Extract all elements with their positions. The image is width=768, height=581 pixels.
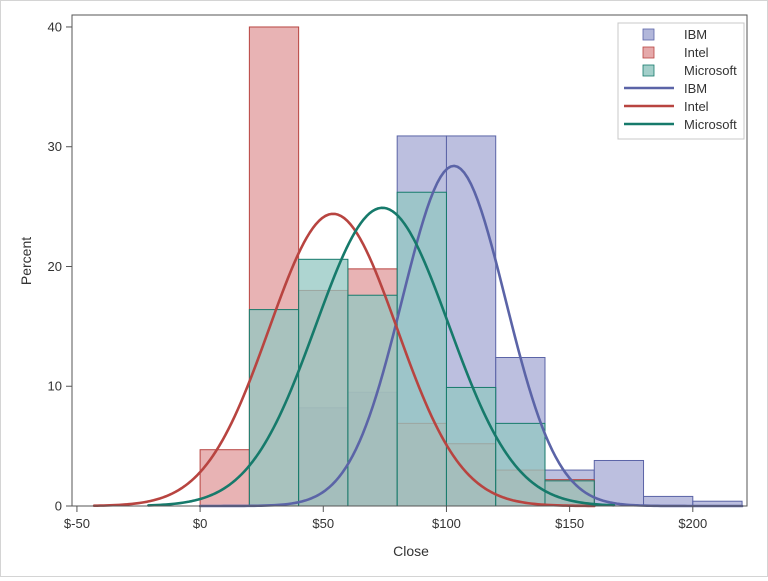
ibm-bar-6: [593, 459, 645, 507]
microsoft-legend-swatch: [642, 64, 655, 77]
intel-legend-swatch: [642, 46, 655, 59]
microsoft-bar-4: [445, 386, 497, 507]
y-axis-label: Percent: [18, 237, 34, 285]
x-axis-label: Close: [393, 543, 429, 559]
ibm-legend-swatch: [642, 28, 655, 41]
microsoft-bar-0: [248, 309, 300, 507]
legend: IBM Intel Microsoft IBM Intel Microsoft: [617, 22, 745, 140]
y-axis: 0 10 20 30 40: [48, 19, 72, 514]
legend-label: Intel: [684, 99, 709, 114]
x-axis: $-50 $0 $50 $100 $150 $200: [64, 506, 707, 531]
y-tick-label: 10: [48, 379, 62, 394]
intel-density-curve: [92, 212, 596, 508]
histogram-bars: [199, 26, 743, 507]
y-tick-label: 20: [48, 259, 62, 274]
legend-box: [617, 22, 745, 140]
microsoft-bar-2: [347, 294, 398, 507]
y-tick-label: 0: [55, 499, 62, 514]
legend-label: IBM: [684, 81, 707, 96]
x-tick-label: $150: [555, 516, 584, 531]
legend-label: Intel: [684, 45, 709, 60]
x-tick-label: $50: [312, 516, 334, 531]
x-tick-label: $200: [678, 516, 707, 531]
y-tick-label: 40: [48, 19, 62, 34]
x-tick-label: $100: [432, 516, 461, 531]
legend-label: Microsoft: [684, 117, 737, 132]
legend-label: IBM: [684, 27, 707, 42]
x-tick-label: $-50: [64, 516, 90, 531]
microsoft-bar-6: [544, 480, 595, 507]
y-tick-label: 30: [48, 139, 62, 154]
microsoft-bar-1: [298, 258, 349, 507]
legend-label: Microsoft: [684, 63, 737, 78]
microsoft-density-curve: [147, 206, 616, 507]
x-tick-label: $0: [193, 516, 207, 531]
microsoft-bar-5: [495, 422, 546, 507]
plot-area-border: [71, 14, 748, 507]
